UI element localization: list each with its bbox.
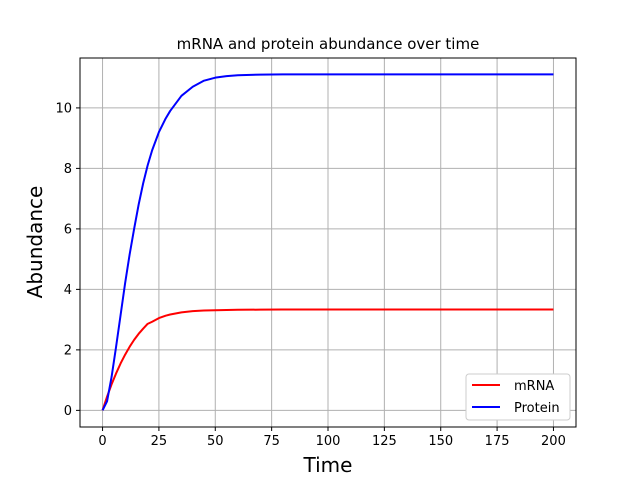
y-axis-label: Abundance — [23, 186, 47, 299]
x-tick-label: 50 — [207, 434, 224, 449]
y-tick-label: 0 — [64, 404, 72, 419]
x-axis-label: Time — [303, 453, 353, 477]
x-tick-label: 125 — [372, 434, 397, 449]
y-tick-label: 2 — [64, 343, 72, 358]
series-line-protein — [101, 73, 554, 411]
x-axis: 0 25 50 75 100 125 150 175 200 — [98, 427, 566, 449]
x-tick-label: 150 — [428, 434, 453, 449]
legend-label-mrna: mRNA — [514, 379, 554, 394]
x-tick-label: 200 — [541, 434, 566, 449]
x-tick-label: 100 — [316, 434, 341, 449]
chart-title: mRNA and protein abundance over time — [177, 35, 480, 53]
x-tick-label: 75 — [263, 434, 280, 449]
x-tick-label: 25 — [151, 434, 168, 449]
x-tick-label: 175 — [485, 434, 510, 449]
y-tick-label: 8 — [64, 162, 72, 177]
legend-label-protein: Protein — [514, 401, 560, 416]
y-tick-label: 10 — [55, 101, 72, 116]
series-line-mrna — [101, 308, 554, 411]
legend: mRNA Protein — [465, 373, 571, 421]
series-lines — [101, 73, 554, 411]
y-tick-label: 6 — [64, 222, 72, 237]
y-tick-label: 4 — [64, 283, 72, 298]
x-tick-label: 0 — [98, 434, 106, 449]
y-axis: 0 2 4 6 8 10 — [55, 101, 80, 419]
